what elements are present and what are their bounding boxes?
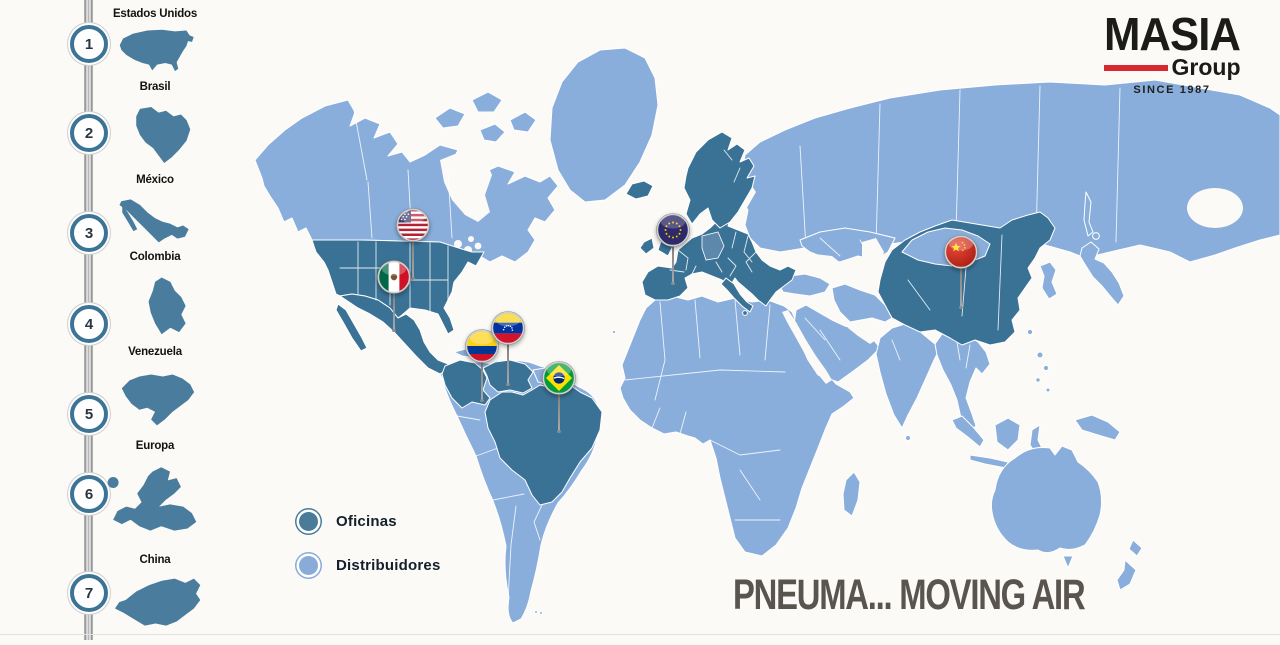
logo-red-bar — [1103, 64, 1168, 71]
europa-silhouette-icon — [107, 467, 197, 531]
brazil-flag-icon — [542, 361, 576, 395]
legend-offices-row: Oficinas — [295, 508, 440, 535]
region-iceland — [625, 180, 654, 200]
sidebar-label-colombia: Colombia — [129, 251, 181, 263]
region-greenland — [549, 47, 659, 203]
region-colombia — [441, 359, 491, 409]
region-europe — [641, 209, 797, 307]
step-circle-4: 4 — [70, 305, 108, 343]
region-australia — [990, 445, 1103, 554]
masia-group-logo: MASIA Group SINCE 1987 — [1092, 8, 1252, 96]
step-circle-1: 1 — [70, 25, 108, 63]
distributors-legend-dot — [299, 556, 318, 575]
sidebar-label-brasil: Brasil — [139, 81, 171, 93]
offices-legend-dot — [299, 512, 318, 531]
mexico-flag-icon — [377, 260, 411, 294]
region-africa — [619, 295, 855, 557]
colombia-silhouette-icon — [148, 277, 186, 335]
logo-group-text: Group — [1171, 54, 1241, 80]
mexico-silhouette-icon — [119, 199, 189, 243]
brasil-silhouette-icon — [136, 107, 191, 163]
sidebar-label-venezuela: Venezuela — [128, 346, 182, 358]
pin-stick — [392, 290, 396, 332]
world-map — [240, 0, 1280, 640]
bottom-divider — [0, 634, 1280, 635]
step-circle-6: 6 — [70, 475, 108, 513]
region-korea — [1039, 261, 1058, 300]
tagline: PNEUMA... MOVING AIR — [733, 572, 1086, 619]
step-circle-5: 5 — [70, 395, 108, 433]
region-arctic-islands — [434, 107, 466, 129]
sidebar-label-mexico: México — [136, 174, 174, 186]
region-brazil — [484, 381, 603, 506]
eu-flag-icon — [656, 213, 690, 247]
sidebar-label-estados-unidos: Estados Unidos — [112, 8, 198, 20]
legend: Oficinas Distribuidores — [295, 508, 440, 596]
venezuela-flag-icon — [491, 311, 525, 345]
pin-stick — [480, 359, 484, 402]
usa-flag-icon — [396, 208, 430, 242]
legend-distributors-row: Distribuidores — [295, 552, 440, 579]
pin-stick — [671, 243, 675, 285]
region-new-guinea — [1074, 414, 1121, 441]
sidebar-label-europa: Europa — [135, 440, 175, 452]
region-indonesia — [951, 415, 985, 448]
pin-stick — [506, 341, 510, 386]
distributors-legend-label: Distribuidores — [336, 557, 441, 574]
region-ireland — [639, 237, 655, 255]
sidebar-label-china: China — [139, 554, 171, 566]
region-russia — [739, 79, 1280, 263]
colombia-flag-icon — [465, 329, 499, 363]
china-silhouette-icon — [114, 578, 201, 626]
pin-stick — [557, 391, 561, 433]
pin-stick — [959, 265, 963, 309]
offices-legend-label: Oficinas — [336, 513, 397, 530]
region-japan — [1079, 241, 1125, 306]
world-map-svg — [254, 47, 1280, 624]
usa-silhouette-icon — [119, 29, 194, 72]
china-flag-icon — [944, 235, 978, 269]
region-iran — [831, 283, 893, 323]
venezuela-silhouette-icon — [121, 374, 195, 426]
region-scandinavia — [683, 131, 756, 229]
region-new-zealand — [1128, 539, 1143, 557]
step-circle-7: 7 — [70, 574, 108, 612]
region-madagascar — [842, 471, 861, 517]
region-southeast-asia — [934, 327, 991, 432]
region-germany — [701, 231, 725, 261]
step-circle-3: 3 — [70, 214, 108, 252]
logo-since-text: SINCE 1987 — [1133, 84, 1211, 96]
pin-stick — [411, 238, 415, 280]
step-circle-2: 2 — [70, 114, 108, 152]
logo-wordmark: MASIA — [1103, 8, 1241, 60]
region-india — [875, 323, 941, 429]
